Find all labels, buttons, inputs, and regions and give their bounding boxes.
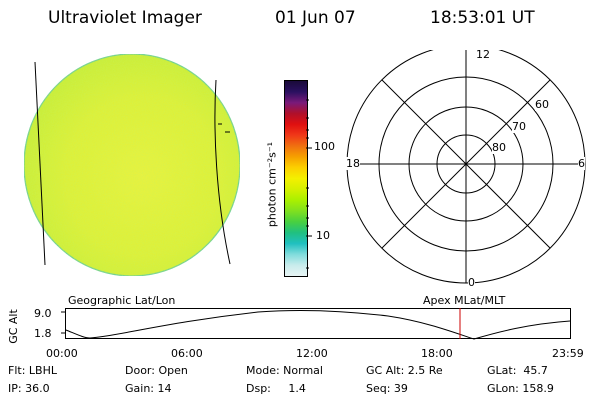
info-mode: Mode: Normal: [246, 364, 323, 377]
altitude-plot: [61, 308, 571, 340]
alt-xtick-0600: 06:00: [171, 347, 203, 360]
mlt-label-6: 6: [578, 157, 585, 170]
image-time: 18:53:01 UT: [430, 8, 535, 28]
alt-y-ticks: [61, 311, 65, 334]
mlat-label-60: 60: [535, 98, 549, 111]
apex-label: Apex MLat/MLT: [423, 294, 506, 307]
info-door: Door: Open: [125, 364, 188, 377]
tick-mark: [218, 123, 230, 133]
colorbar-tick-10: 10: [316, 229, 330, 242]
colorbar-unit-label: photon cm⁻²s⁻¹: [265, 141, 279, 228]
mlt-label-18: 18: [346, 157, 360, 170]
colorbar: [284, 80, 308, 277]
info-glon: GLon: 158.9: [487, 382, 554, 395]
info-seq: Seq: 39: [366, 382, 408, 395]
alt-xtick-1200: 12:00: [296, 347, 328, 360]
image-date: 01 Jun 07: [275, 8, 356, 28]
polar-grid: [346, 50, 586, 284]
mlt-label-12: 12: [476, 48, 490, 61]
alt-xtick-2359: 23:59: [552, 347, 584, 360]
colorbar-ticks: [306, 99, 312, 269]
mlat-label-80: 80: [492, 141, 506, 154]
limb-line-left: [34, 61, 46, 266]
limb-line-right: [214, 79, 231, 265]
colorbar-tick-100: 100: [314, 140, 335, 153]
mlat-label-70: 70: [512, 120, 526, 133]
info-dsp: Dsp: 1.4: [246, 382, 306, 395]
alt-plot-frame: [65, 308, 571, 339]
alt-xtick-0000: 00:00: [46, 347, 78, 360]
uv-image-panel: [23, 53, 241, 277]
mlt-label-0: 0: [468, 276, 475, 289]
instrument-title: Ultraviolet Imager: [48, 8, 202, 28]
alt-tick-1.8: 1.8: [34, 327, 52, 340]
alt-xtick-1800: 18:00: [421, 347, 453, 360]
earth-disk-image: [23, 53, 241, 277]
info-glat: GLat: 45.7: [487, 364, 548, 377]
alt-axis-label: GC Alt: [6, 309, 20, 344]
info-gc-alt: GC Alt: 2.5 Re: [366, 364, 443, 377]
alt-tick-9: 9.0: [34, 307, 52, 320]
geographic-label: Geographic Lat/Lon: [68, 294, 176, 307]
polar-diagonal-2: [381, 79, 551, 249]
info-gain: Gain: 14: [125, 382, 172, 395]
info-filter: Flt: LBHL: [8, 364, 57, 377]
info-ip: IP: 36.0: [8, 382, 50, 395]
altitude-curve: [65, 309, 571, 340]
